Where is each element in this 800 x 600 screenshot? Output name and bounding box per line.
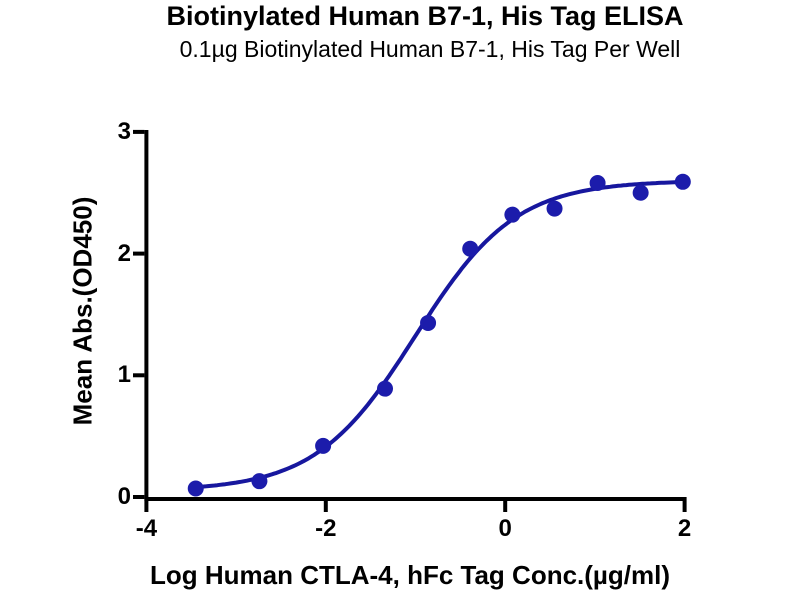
data-point	[462, 240, 479, 257]
data-point	[589, 175, 606, 192]
data-point	[315, 437, 332, 454]
data-point	[377, 380, 394, 397]
data-point	[504, 206, 521, 223]
x-tick-label: -4	[135, 515, 158, 542]
data-point	[187, 480, 204, 497]
fit-curve	[193, 180, 685, 490]
x-tick-label: 0	[498, 515, 512, 542]
data-point	[674, 173, 691, 190]
data-point	[632, 184, 649, 201]
y-tick-label: 3	[117, 117, 131, 145]
data-point	[420, 314, 437, 331]
x-tick-label: -2	[315, 515, 337, 542]
y-tick-label: 2	[117, 239, 131, 267]
x-tick-label: 2	[677, 515, 692, 542]
data-point	[251, 473, 268, 490]
data-point	[546, 200, 563, 217]
chart-subtitle: 0.1µg Biotinylated Human B7-1, His Tag P…	[179, 36, 681, 62]
chart-title: Biotinylated Human B7-1, His Tag ELISA	[166, 1, 684, 31]
y-tick-label: 1	[117, 361, 131, 389]
y-tick-label: 0	[117, 483, 131, 510]
x-axis-label: Log Human CTLA-4, hFc Tag Conc.(µg/ml)	[149, 560, 671, 590]
